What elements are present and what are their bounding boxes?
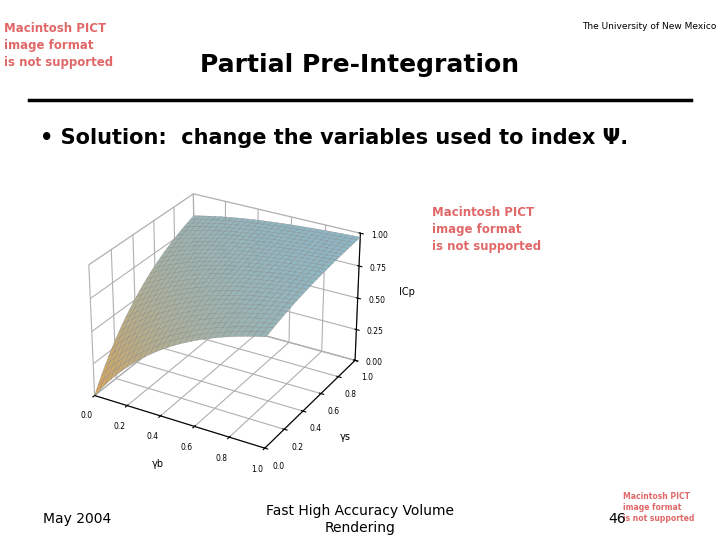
- Text: Macintosh PICT
image format
is not supported: Macintosh PICT image format is not suppo…: [4, 22, 113, 69]
- Text: Macintosh PICT
image format
is not supported: Macintosh PICT image format is not suppo…: [432, 206, 541, 253]
- Text: • Solution:  change the variables used to index Ψ.: • Solution: change the variables used to…: [40, 127, 628, 148]
- Text: Macintosh PICT
image format
is not supported: Macintosh PICT image format is not suppo…: [623, 492, 694, 523]
- Text: The University of New Mexico: The University of New Mexico: [582, 22, 716, 31]
- Text: May 2004: May 2004: [43, 512, 112, 526]
- Text: Partial Pre-Integration: Partial Pre-Integration: [200, 53, 520, 77]
- Text: 46: 46: [608, 512, 626, 526]
- Text: Fast High Accuracy Volume
Rendering: Fast High Accuracy Volume Rendering: [266, 504, 454, 535]
- X-axis label: γb: γb: [151, 459, 163, 469]
- Y-axis label: γs: γs: [340, 431, 351, 442]
